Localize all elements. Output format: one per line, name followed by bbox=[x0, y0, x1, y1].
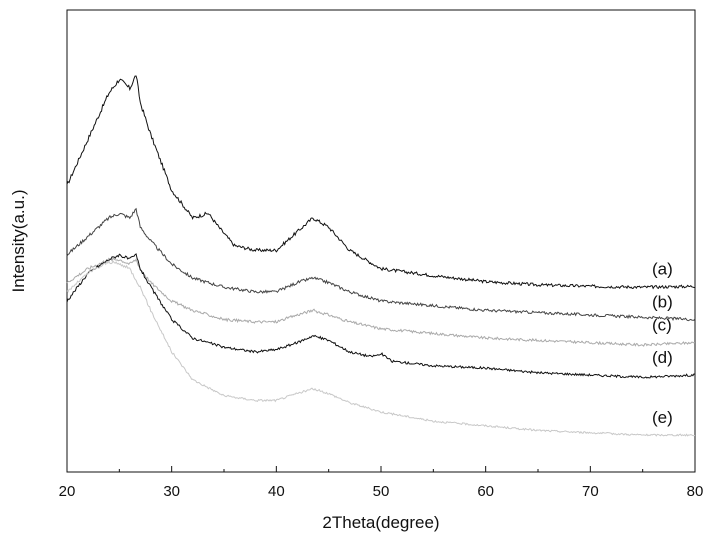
x-tick-label: 80 bbox=[687, 483, 704, 500]
series-line-0 bbox=[67, 76, 695, 288]
x-tick-label: 30 bbox=[163, 483, 180, 500]
series-layer bbox=[67, 76, 695, 436]
series-label-4: (e) bbox=[652, 408, 673, 427]
series-label-0: (a) bbox=[652, 259, 673, 278]
series-line-2 bbox=[67, 258, 695, 346]
x-axis-title: 2Theta(degree) bbox=[322, 513, 439, 532]
series-label-1: (b) bbox=[652, 293, 673, 312]
x-tick-label: 50 bbox=[373, 483, 390, 500]
plot-frame bbox=[67, 10, 695, 472]
series-label-2: (c) bbox=[652, 316, 672, 335]
series-label-3: (d) bbox=[652, 348, 673, 367]
x-tick-label: 60 bbox=[477, 483, 494, 500]
x-tick-label: 70 bbox=[582, 483, 599, 500]
y-axis-title: Intensity(a.u.) bbox=[9, 190, 28, 293]
x-tick-label: 40 bbox=[268, 483, 285, 500]
x-tick-label: 20 bbox=[59, 483, 76, 500]
x-axis-ticks: 20 30 40 50 60 70 80 bbox=[59, 466, 704, 500]
